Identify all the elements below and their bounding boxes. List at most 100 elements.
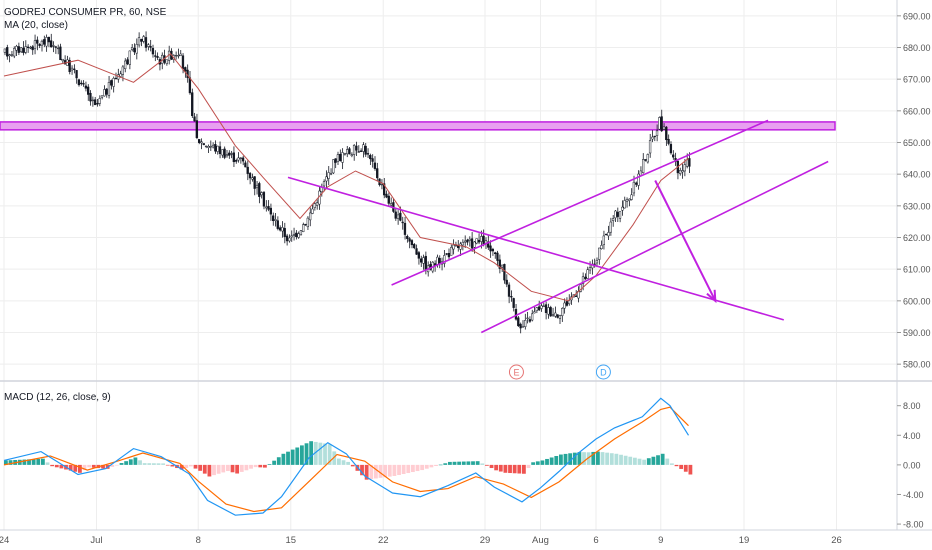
ma-legend[interactable]: MA (20, close) <box>4 20 68 31</box>
macd-histogram-bar <box>665 458 670 465</box>
candle-body <box>36 39 39 44</box>
candle-body <box>124 60 127 70</box>
candle-body <box>100 95 104 98</box>
candle-body <box>24 46 27 53</box>
macd-histogram-bar <box>184 464 189 468</box>
candle-body <box>334 158 337 163</box>
candle-body <box>91 99 94 102</box>
macd-histogram-bar <box>128 459 133 465</box>
candle-body <box>89 92 92 102</box>
candle-body <box>415 248 418 255</box>
candle-body <box>581 276 585 284</box>
symbol-legend[interactable]: GODREJ CONSUMER PR, 60, NSE <box>4 7 167 18</box>
candle-body <box>551 314 555 316</box>
macd-histogram-bar <box>216 464 221 474</box>
macd-histogram-bar <box>642 459 647 465</box>
candle-body <box>239 157 242 160</box>
candle-body <box>600 245 603 250</box>
candle-body <box>380 183 383 186</box>
candle-body <box>672 154 675 158</box>
candle-body <box>237 157 240 161</box>
panel-frame <box>0 0 932 531</box>
candle-body <box>198 139 201 143</box>
macd-histogram-bar <box>286 451 290 465</box>
candle-body <box>135 44 138 54</box>
candle-body <box>179 53 182 56</box>
candle-body <box>80 82 83 85</box>
candle-body <box>15 45 18 51</box>
candle-body <box>269 207 272 215</box>
candle-body <box>322 181 326 187</box>
candle-body <box>642 159 645 174</box>
macd-histogram-bar <box>683 464 688 472</box>
macd-histogram-bar <box>350 464 355 467</box>
candle-body <box>394 211 397 219</box>
macd-histogram-bar <box>332 451 337 465</box>
candle-body <box>204 145 208 148</box>
candle-body <box>554 312 557 317</box>
macd-histogram-bar <box>443 463 448 465</box>
macd-histogram-bar <box>651 456 656 465</box>
candle-body <box>84 85 87 89</box>
macd-histogram-bar <box>313 441 318 465</box>
macd-histogram-bar <box>383 464 388 478</box>
candle-body <box>221 149 224 156</box>
candle-body <box>292 234 296 236</box>
candle-body <box>475 238 478 244</box>
candle-body <box>195 120 198 138</box>
macd-histogram-bar <box>633 457 637 465</box>
macd-tick-label: -4.00 <box>903 490 924 500</box>
macd-histogram-bar <box>411 464 415 473</box>
macd-histogram-bar <box>263 464 267 468</box>
price-axis[interactable]: 690.00 680.00 670.00 660.00 650.00 640.00 630.… <box>897 11 931 370</box>
resistance-zone[interactable] <box>0 121 836 131</box>
candle-body <box>637 173 640 186</box>
macd-histogram-bar <box>78 464 82 473</box>
candle-body <box>535 307 538 311</box>
time-tick-label: Aug <box>532 535 549 546</box>
macd-histogram-bar <box>341 460 346 465</box>
time-tick-label: 26 <box>831 535 842 546</box>
macd-histogram-bar <box>249 464 253 469</box>
candle-body <box>683 164 686 172</box>
macd-histogram-bar <box>623 455 628 465</box>
event-marker-D <box>595 364 611 380</box>
candle-body <box>70 67 74 71</box>
candle-body <box>130 47 134 51</box>
candle-body <box>632 181 636 194</box>
candle-body <box>29 47 32 49</box>
macd-legend[interactable]: MACD (12, 26, close, 9) <box>4 392 111 403</box>
candle-body <box>278 227 282 231</box>
macd-histogram-bar <box>512 464 517 474</box>
trend-drawings[interactable] <box>287 119 829 334</box>
candle-body <box>59 46 62 61</box>
candle-body <box>389 203 393 206</box>
candle-body <box>528 319 531 322</box>
candle-body <box>297 233 300 238</box>
candle-body <box>459 243 462 250</box>
macd-histogram-bar <box>202 464 207 474</box>
candle-body <box>343 153 346 155</box>
candle-body <box>376 168 379 179</box>
price-tick-label: 660.00 <box>903 106 931 116</box>
candle-body <box>403 222 407 235</box>
candle-body <box>630 194 633 200</box>
macd-histogram-bar <box>614 453 619 465</box>
macd-histogram-bar <box>226 464 230 472</box>
candle-body <box>218 146 222 154</box>
candle-body <box>470 238 474 249</box>
price-tick-label: 650.00 <box>903 138 931 148</box>
macd-histogram-bar <box>230 464 235 473</box>
candle-body <box>260 192 263 196</box>
candle-body <box>658 117 661 130</box>
time-axis[interactable]: 24 Jul 8 15 22 29 Aug 6 9 19 26 <box>0 535 842 546</box>
macd-axis[interactable]: 8.00 4.00 0.00 -4.00 -8.00 <box>897 401 924 530</box>
candle-body <box>336 154 340 162</box>
candle-body <box>75 70 78 79</box>
macd-histogram-bar <box>466 461 471 465</box>
candle-body <box>359 150 363 152</box>
candle-body <box>556 314 559 318</box>
candle-body <box>646 154 649 163</box>
